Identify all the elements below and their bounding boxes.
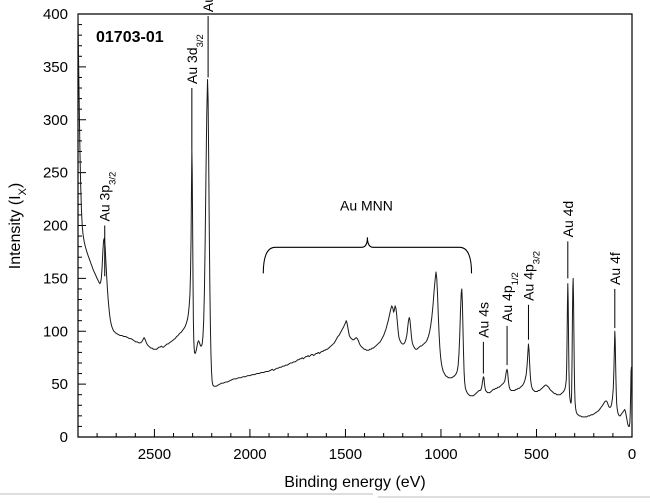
page-title: 01703-01	[96, 29, 164, 46]
peak-label-au-3d52: Au 3d5/2	[200, 0, 222, 12]
peak-label-au-3p32: Au 3p3/2	[97, 172, 119, 222]
y-axis-title: Intensity (IX)	[7, 183, 29, 269]
y-axis-ticks	[78, 13, 86, 438]
y-tick-label: 200	[43, 218, 68, 235]
y-tick-label: 350	[43, 59, 68, 76]
y-tick-label: 250	[43, 165, 68, 182]
y-tick-label: 100	[43, 323, 68, 340]
x-tick-label: 0	[628, 446, 636, 463]
y-tick-label: 50	[51, 376, 68, 393]
y-tick-label: 300	[43, 112, 68, 129]
y-tick-label: 400	[43, 6, 68, 23]
x-tick-label: 1500	[329, 446, 362, 463]
au-mnn-bracket-group: Au MNN	[262, 198, 473, 274]
peak-label-au-4d: Au 4d	[560, 201, 576, 238]
x-tick-label: 2000	[233, 446, 266, 463]
au-mnn-label: Au MNN	[340, 198, 393, 214]
spectrum-trace	[77, 13, 633, 427]
peak-label-au-4s: Au 4s	[475, 302, 491, 338]
y-axis-tick-labels: 0 50 100 150 200 250 300 350 400	[43, 6, 68, 446]
x-axis-ticks	[77, 429, 633, 437]
spectrum-series-group	[77, 13, 633, 427]
au-mnn-bracket	[262, 237, 473, 274]
peak-label-au-4f: Au 4f	[607, 252, 623, 285]
x-tick-label: 2500	[138, 446, 171, 463]
y-tick-label: 150	[43, 270, 68, 287]
x-tick-label: 500	[524, 446, 549, 463]
x-tick-label: 1000	[424, 446, 457, 463]
x-axis-title: Binding energy (eV)	[284, 474, 425, 491]
peak-label-au-4p12: Au 4p1/2	[499, 272, 521, 322]
x-axis-tick-labels: 2500 2000 1500 1000 500 0	[138, 446, 636, 463]
y-tick-label: 0	[60, 429, 68, 446]
peak-label-au-4p32: Au 4p3/2	[520, 251, 542, 301]
y-axis-title-group: Intensity (IX)	[7, 183, 29, 269]
peak-label-au-3d32: Au 3d3/2	[184, 34, 206, 84]
